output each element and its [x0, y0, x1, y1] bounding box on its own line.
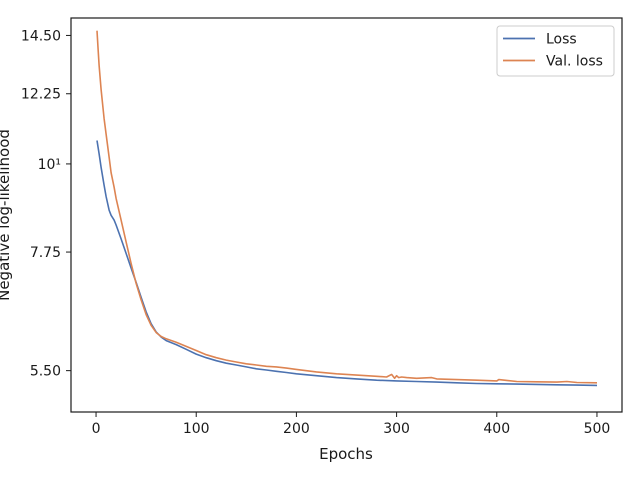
x-tick-label: 200	[283, 421, 310, 437]
x-tick-label: 400	[483, 421, 510, 437]
y-tick-label: 7.75	[30, 245, 61, 261]
series-line-val-loss	[96, 30, 598, 384]
y-tick-label: 14.50	[21, 28, 61, 44]
legend: Loss Val. loss	[496, 25, 615, 77]
y-axis-label: Negative log-likelihood	[0, 129, 13, 301]
legend-label-loss: Loss	[546, 32, 577, 48]
y-tick-label: 5.50	[30, 364, 61, 380]
x-axis-label: Epochs	[319, 445, 373, 463]
series-layer	[96, 30, 598, 387]
x-tick-label: 0	[92, 421, 101, 437]
x-axis-ticks: 0 100 200 300 400 500	[92, 412, 611, 437]
y-tick-label: 10¹	[38, 157, 61, 173]
legend-label-val-loss: Val. loss	[546, 54, 603, 70]
y-axis-ticks: 5.50 7.75 10¹ 12.25 14.50	[21, 28, 71, 380]
y-tick-label: 12.25	[21, 87, 61, 103]
series-line-loss	[96, 140, 598, 387]
x-tick-label: 100	[183, 421, 210, 437]
plot-area	[70, 17, 623, 413]
x-tick-label: 500	[584, 421, 611, 437]
x-tick-label: 300	[383, 421, 410, 437]
